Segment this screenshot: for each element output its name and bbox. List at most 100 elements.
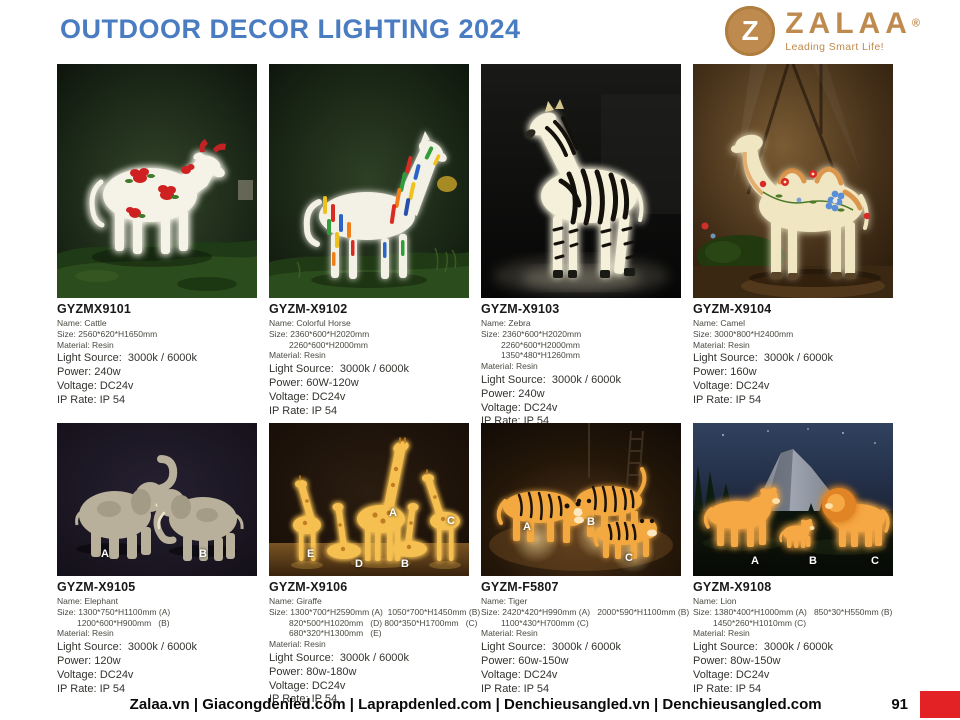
product-power-line: Power: 120w	[57, 654, 121, 667]
product-size-line: Size: 2420*420*H990mm (A) 2000*590*H1100…	[481, 606, 690, 617]
product-name-line: Name: Tiger	[481, 596, 528, 606]
zebra-scene-illustration	[481, 64, 681, 298]
product-lightsource-line: Light Source: 3000k / 6000k	[481, 641, 622, 654]
product-size-line: Size: 3000*800*H2400mm	[693, 328, 794, 339]
product-card-zebra: GYZM-X9103 Name: Zebra Size: 2360*600*H2…	[481, 64, 681, 427]
product-size-line: Size: 2560*620*H1650mm	[57, 328, 158, 339]
product-iprate-line: IP Rate: IP 54	[269, 693, 338, 706]
product-material-line: Material: Resin	[57, 628, 114, 639]
product-material-line: Material: Resin	[481, 361, 538, 372]
cattle-scene-illustration	[57, 64, 257, 298]
product-model: GYZM-X9104	[693, 302, 772, 316]
product-grid: GYZMX9101 Name: Cattle Size: 2560*620*H1…	[57, 64, 903, 705]
product-material-line: Material: Resin	[693, 339, 750, 350]
product-photo-colorful-horse	[269, 64, 469, 298]
photo-label: C	[871, 554, 879, 567]
product-size-line: 1350*480*H1260mm	[501, 350, 580, 361]
lion-scene-illustration	[693, 423, 893, 576]
photo-label: B	[199, 548, 207, 561]
logo-tagline: Leading Smart Life!	[785, 41, 884, 54]
product-name-line: Name: Cattle	[57, 318, 107, 328]
product-lightsource-line: Light Source: 3000k / 6000k	[693, 641, 834, 654]
product-voltage-line: Voltage: DC24v	[269, 679, 346, 692]
product-card-lion: A B C GYZM-X9108 Name: Lion Size: 1380*4…	[693, 423, 893, 701]
product-size-line: 1200*600*H900mm (B)	[77, 617, 170, 628]
logo-text: ZALAA® Leading Smart Life!	[785, 9, 920, 53]
photo-label: C	[625, 551, 633, 564]
logo-brand-name: ZALAA	[785, 7, 912, 41]
product-info: GYZM-X9106 Name: Giraffe Size: 1300*700*…	[269, 576, 481, 705]
product-lightsource-line: Light Source: 3000k / 6000k	[693, 352, 834, 365]
product-power-line: Power: 160w	[693, 366, 757, 379]
product-power-line: Power: 80w-150w	[693, 654, 781, 667]
product-name-line: Name: Elephant	[57, 596, 118, 606]
photo-label: D	[355, 557, 363, 570]
giraffe-scene-illustration	[269, 423, 469, 576]
product-photo-lion: A B C	[693, 423, 893, 576]
product-name-line: Name: Lion	[693, 596, 737, 606]
product-voltage-line: Voltage: DC24v	[269, 390, 346, 403]
product-material-line: Material: Resin	[57, 339, 114, 350]
page-footer: Zalaa.vn | Giacongdenled.com | Laprapden…	[0, 690, 960, 718]
product-model: GYZM-F5807	[481, 580, 559, 594]
product-iprate-line: IP Rate: IP 54	[269, 404, 338, 417]
logo-monogram-letter: Z	[741, 15, 759, 46]
product-model: GYZM-X9102	[269, 302, 348, 316]
product-power-line: Power: 80w-180w	[269, 665, 357, 678]
product-voltage-line: Voltage: DC24v	[481, 668, 558, 681]
product-model: GYZM-X9105	[57, 580, 136, 594]
brand-logo: Z ZALAA® Leading Smart Life!	[725, 6, 920, 56]
product-lightsource-line: Light Source: 3000k / 6000k	[57, 641, 198, 654]
product-info: GYZMX9101 Name: Cattle Size: 2560*620*H1…	[57, 298, 257, 423]
photo-label: B	[809, 554, 817, 567]
product-card-giraffe: E D A B C GYZM-X9106 Name: Giraffe Size:…	[269, 423, 481, 705]
product-voltage-line: Voltage: DC24v	[57, 379, 134, 392]
product-iprate-line: IP Rate: IP 54	[693, 682, 762, 695]
product-power-line: Power: 240w	[481, 387, 545, 400]
page-number: 91	[891, 695, 908, 713]
product-name-line: Name: Giraffe	[269, 596, 322, 606]
photo-label: A	[523, 520, 531, 533]
product-size-line: Size: 2360*600*H2020mm	[481, 328, 582, 339]
camel-scene-illustration	[693, 64, 893, 298]
product-lightsource-line: Light Source: 3000k / 6000k	[57, 352, 198, 365]
product-card-camel: GYZM-X9104 Name: Camel Size: 3000*800*H2…	[693, 64, 893, 423]
product-voltage-line: Voltage: DC24v	[693, 668, 770, 681]
product-lightsource-line: Light Source: 3000k / 6000k	[481, 373, 622, 386]
product-card-cattle: GYZMX9101 Name: Cattle Size: 2560*620*H1…	[57, 64, 257, 423]
product-model: GYZM-X9106	[269, 580, 348, 594]
product-material-line: Material: Resin	[269, 350, 326, 361]
zalaa-monogram-icon: Z	[725, 6, 776, 56]
photo-label: A	[389, 507, 397, 520]
product-info: GYZM-X9103 Name: Zebra Size: 2360*600*H2…	[481, 298, 681, 427]
product-iprate-line: IP Rate: IP 54	[57, 682, 126, 695]
product-size-line: Size: 1300*700*H2590mm (A) 1050*700*H145…	[269, 606, 481, 617]
product-size-line: 680*320*H1300mm (E)	[289, 628, 382, 639]
footer-websites: Zalaa.vn | Giacongdenled.com | Laprapden…	[129, 695, 822, 713]
product-material-line: Material: Resin	[269, 639, 326, 650]
product-photo-elephant: A B	[57, 423, 257, 576]
photo-label: A	[751, 554, 759, 567]
product-name-line: Name: Colorful Horse	[269, 318, 351, 328]
product-lightsource-line: Light Source: 3000k / 6000k	[269, 363, 410, 376]
product-model: GYZM-X9108	[693, 580, 772, 594]
product-power-line: Power: 240w	[57, 366, 121, 379]
registered-mark: ®	[911, 17, 920, 30]
product-info: GYZM-F5807 Name: Tiger Size: 2420*420*H9…	[481, 576, 690, 701]
product-info: GYZM-X9102 Name: Colorful Horse Size: 23…	[269, 298, 469, 423]
product-size-line: 2260*600*H2000mm	[289, 339, 368, 350]
product-info: GYZM-X9104 Name: Camel Size: 3000*800*H2…	[693, 298, 893, 423]
horse-scene-illustration	[269, 64, 469, 298]
photo-label: B	[587, 516, 595, 529]
product-photo-camel	[693, 64, 893, 298]
product-power-line: Power: 60w-150w	[481, 654, 569, 667]
product-size-line: 1100*430*H700mm (C)	[501, 617, 589, 628]
product-lightsource-line: Light Source: 3000k / 6000k	[269, 651, 410, 664]
product-material-line: Material: Resin	[481, 628, 538, 639]
product-photo-cattle	[57, 64, 257, 298]
product-voltage-line: Voltage: DC24v	[693, 379, 770, 392]
photo-label: E	[307, 548, 315, 561]
product-name-line: Name: Camel	[693, 318, 745, 328]
product-photo-giraffe: E D A B C	[269, 423, 469, 576]
